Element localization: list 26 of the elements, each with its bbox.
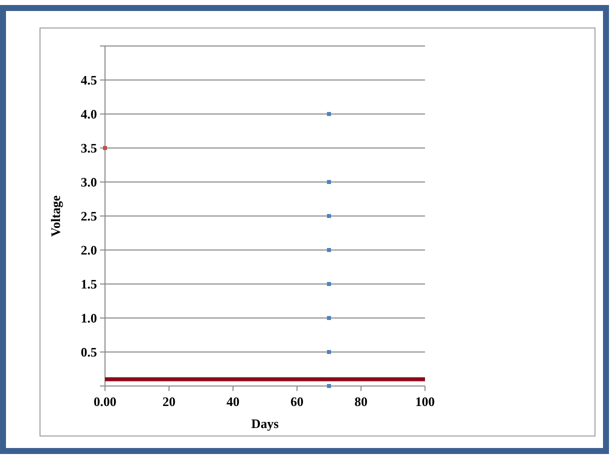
point bbox=[327, 384, 331, 388]
x-tick-label: 100 bbox=[415, 394, 435, 409]
point bbox=[327, 248, 331, 252]
x-tick-label: 0.00 bbox=[94, 394, 116, 409]
y-tick-label: 2.0 bbox=[80, 242, 97, 258]
point bbox=[327, 350, 331, 354]
point bbox=[103, 146, 107, 150]
x-tick-label: 60 bbox=[290, 394, 304, 409]
point bbox=[327, 112, 331, 116]
x-tick-label: 40 bbox=[226, 394, 240, 409]
x-axis-title: Days bbox=[251, 416, 279, 431]
y-tick-label: 2.5 bbox=[80, 208, 98, 224]
y-tick-label: 0.5 bbox=[80, 344, 98, 360]
point bbox=[327, 214, 331, 218]
y-tick-label: 4.0 bbox=[80, 106, 97, 122]
x-tick-label: 80 bbox=[354, 394, 368, 409]
y-tick-label: 1.5 bbox=[80, 276, 98, 292]
y-tick-label: 4.5 bbox=[80, 72, 98, 88]
x-tick-label: 20 bbox=[162, 394, 176, 409]
point bbox=[327, 282, 331, 286]
y-tick-label: 3.5 bbox=[80, 140, 98, 156]
point bbox=[327, 316, 331, 320]
y-axis-title: Voltage bbox=[48, 195, 63, 237]
y-tick-label: 3.0 bbox=[80, 174, 97, 190]
y-tick-label: 1.0 bbox=[80, 310, 97, 326]
point bbox=[327, 180, 331, 184]
